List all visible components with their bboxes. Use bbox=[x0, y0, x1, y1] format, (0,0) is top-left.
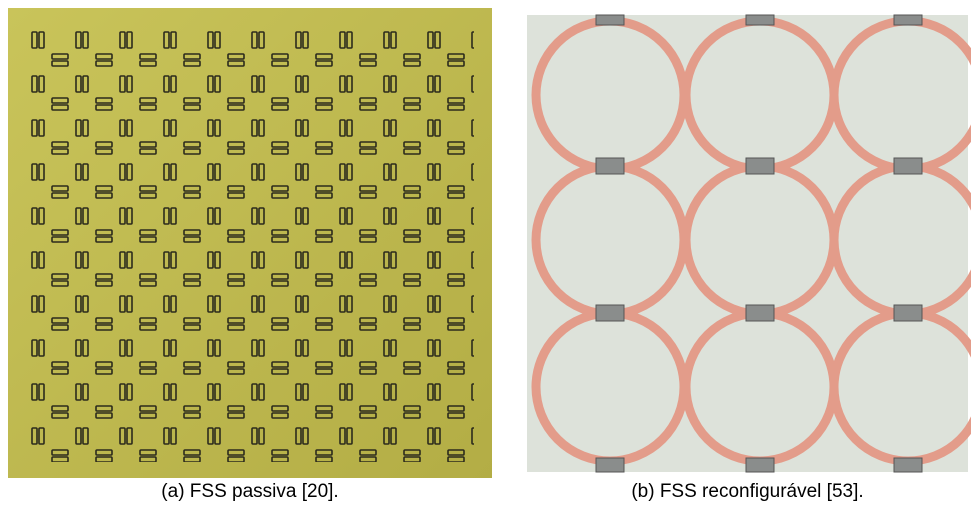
page: (a) FSS passiva [20]. (b) FSS reconfigur… bbox=[0, 0, 971, 511]
photo-passive-fss bbox=[8, 8, 492, 478]
photo-reconfigurable-fss bbox=[527, 15, 971, 472]
figure-images bbox=[0, 0, 971, 478]
figure: (a) FSS passiva [20]. (b) FSS reconfigur… bbox=[0, 0, 971, 511]
caption: (b) FSS reconfigurável [53]. bbox=[527, 481, 968, 503]
caption: (a) FSS passiva [20]. bbox=[8, 481, 492, 503]
